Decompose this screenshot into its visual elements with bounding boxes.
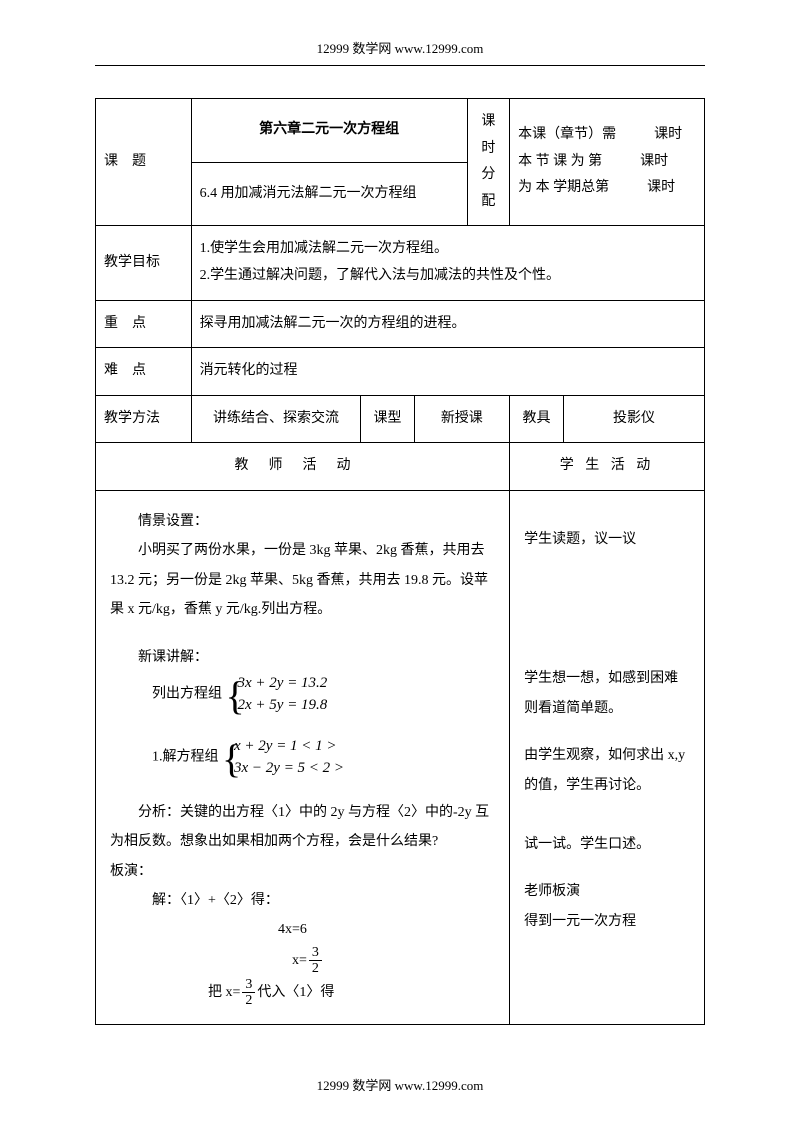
student-note-2: 学生想一想，如感到困难则看道简单题。: [524, 664, 690, 723]
topic-label: 课题: [96, 99, 192, 226]
title-row: 课题 第六章二元一次方程组 课时分配 本课（章节）需课时 本 节 课 为 第课时…: [96, 99, 705, 163]
activity-header-row: 教师活动 学 生 活 动: [96, 443, 705, 491]
equation-group-2: 1.解方程组 { x + 2y = 1 < 1 > 3x − 2y = 5 < …: [110, 735, 495, 780]
type-label: 课型: [361, 395, 414, 443]
difficulty-row: 难点 消元转化的过程: [96, 348, 705, 396]
type-content: 新授课: [414, 395, 510, 443]
allocation-cell: 本课（章节）需课时 本 节 课 为 第课时 为 本 学期总第课时: [510, 99, 705, 226]
method-content: 讲练结合、探索交流: [191, 395, 361, 443]
content-row: 情景设置： 小明买了两份水果，一份是 3kg 苹果、2kg 香蕉，共用去 13.…: [96, 490, 705, 1024]
header-divider: [95, 65, 705, 66]
solution-line-1: 解：〈1〉+〈2〉得：: [110, 886, 495, 915]
student-activity-header: 学 生 活 动: [510, 443, 705, 491]
solution-line-2: 4x=6: [110, 915, 495, 944]
tool-content: 投影仪: [563, 395, 704, 443]
difficulty-label: 难点: [96, 348, 192, 396]
alloc-line-2: 本 节 课 为 第课时: [518, 149, 696, 176]
tool-label: 教具: [510, 395, 564, 443]
teacher-activity-content: 情景设置： 小明买了两份水果，一份是 3kg 苹果、2kg 香蕉，共用去 13.…: [96, 490, 510, 1024]
student-activity-content: 学生读题，议一议 学生想一想，如感到困难则看道简单题。 由学生观察，如何求出 x…: [510, 490, 705, 1024]
difficulty-content: 消元转化的过程: [191, 348, 704, 396]
solution-line-3: x=32: [110, 945, 495, 977]
keypoint-label: 重点: [96, 300, 192, 348]
student-note-4: 试一试。学生口述。: [524, 830, 690, 859]
lesson-table: 课题 第六章二元一次方程组 课时分配 本课（章节）需课时 本 节 课 为 第课时…: [95, 98, 705, 1025]
solution-line-4: 把 x=32代入〈1〉得: [110, 977, 495, 1009]
lecture-title: 新课讲解：: [110, 643, 495, 672]
page-footer: 12999 数学网 www.12999.com: [0, 1075, 800, 1094]
chapter-title: 第六章二元一次方程组: [191, 99, 467, 163]
keypoint-content: 探寻用加减法解二元一次的方程组的进程。: [191, 300, 704, 348]
goal-content: 1.使学生会用加减法解二元一次方程组。 2.学生通过解决问题，了解代入法与加减法…: [191, 226, 704, 300]
analysis-text: 分析：关键的出方程〈1〉中的 2y 与方程〈2〉中的-2y 互为相反数。想象出如…: [110, 798, 495, 857]
student-note-1: 学生读题，议一议: [524, 525, 690, 554]
method-row: 教学方法 讲练结合、探索交流 课型 新授课 教具 投影仪: [96, 395, 705, 443]
student-note-6: 得到一元一次方程: [524, 907, 690, 936]
student-note-3: 由学生观察，如何求出 x,y 的值，学生再讨论。: [524, 741, 690, 800]
keypoint-row: 重点 探寻用加减法解二元一次的方程组的进程。: [96, 300, 705, 348]
scene-text: 小明买了两份水果，一份是 3kg 苹果、2kg 香蕉，共用去 13.2 元；另一…: [110, 536, 495, 624]
student-note-5: 老师板演: [524, 877, 690, 906]
goal-row: 教学目标 1.使学生会用加减法解二元一次方程组。 2.学生通过解决问题，了解代入…: [96, 226, 705, 300]
page-header: 12999 数学网 www.12999.com: [0, 0, 800, 57]
board-title: 板演：: [110, 857, 495, 886]
method-label: 教学方法: [96, 395, 192, 443]
subtitle: 6.4 用加减消元法解二元一次方程组: [191, 162, 467, 226]
teacher-activity-header: 教师活动: [96, 443, 510, 491]
alloc-line-3: 为 本 学期总第课时: [518, 175, 696, 202]
goal-label: 教学目标: [96, 226, 192, 300]
scene-title: 情景设置：: [110, 507, 495, 536]
alloc-line-1: 本课（章节）需课时: [518, 122, 696, 149]
equation-group-1: 列出方程组 { 3x + 2y = 13.2 2x + 5y = 19.8: [110, 672, 495, 717]
period-label: 课时分配: [467, 99, 509, 226]
